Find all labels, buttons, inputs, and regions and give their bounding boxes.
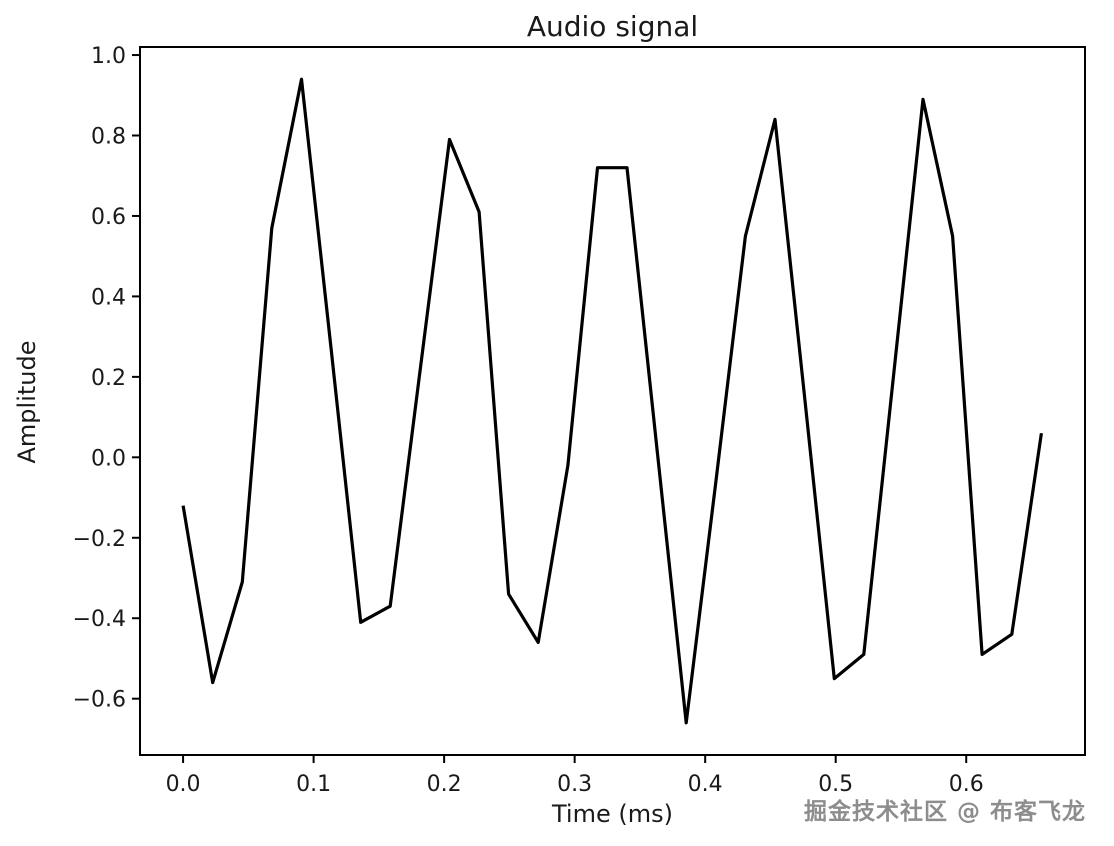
- y-tick-label: 1.0: [91, 44, 126, 69]
- watermark-text: 掘金技术社区 @ 布客飞龙: [803, 799, 1086, 825]
- y-tick-label: −0.4: [73, 607, 126, 632]
- x-axis-label: Time (ms): [552, 800, 673, 828]
- x-tick-label: 0.4: [688, 772, 723, 797]
- y-tick-label: −0.2: [73, 527, 126, 552]
- y-tick-label: 0.6: [91, 205, 126, 230]
- x-tick-label: 0.1: [296, 772, 331, 797]
- y-axis-label: Amplitude: [13, 340, 41, 464]
- x-tick-label: 0.3: [557, 772, 592, 797]
- y-tick-label: −0.6: [73, 688, 126, 713]
- y-tick-label: 0.0: [91, 446, 126, 471]
- x-tick-label: 0.2: [427, 772, 462, 797]
- x-tick-label: 0.6: [949, 772, 984, 797]
- chart-title: Audio signal: [526, 10, 699, 43]
- x-tick-label: 0.5: [818, 772, 853, 797]
- y-tick-label: 0.2: [91, 366, 126, 391]
- signal-line: [181, 77, 1043, 725]
- plot-border: [139, 46, 1086, 756]
- y-tick-label: 0.8: [91, 125, 126, 150]
- y-tick-label: 0.4: [91, 285, 126, 310]
- x-tick-label: 0.0: [166, 772, 201, 797]
